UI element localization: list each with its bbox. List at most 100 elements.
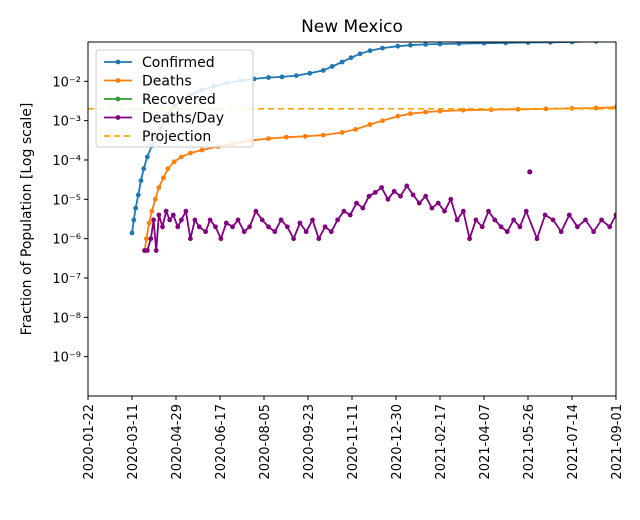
data-point-confirmed [133,205,139,211]
data-point-confirmed [503,42,508,46]
data-point-deaths-day [492,217,498,223]
data-point-deaths-day [379,185,384,190]
data-point-deaths [437,108,443,114]
series-line-deaths [143,106,616,251]
data-point-confirmed [525,42,531,45]
y-tick-label: 10⁻⁸ [52,311,81,326]
data-point-confirmed [395,43,401,49]
x-tick-label: 2021-09-01 [610,404,625,480]
data-point-confirmed [339,59,345,65]
data-point-deaths-day [259,217,265,223]
data-point-deaths [423,109,428,115]
data-point-deaths-day [341,208,347,214]
data-point-confirmed [481,42,487,46]
data-point-deaths-day [504,229,510,235]
data-point-confirmed [293,73,299,78]
data-point-deaths-day [179,217,184,223]
data-point-deaths [161,175,166,181]
chart-title: New Mexico [301,17,403,37]
data-point-deaths-day [148,236,154,242]
x-tick-label: 2020-08-05 [258,404,273,480]
data-point-deaths [171,159,177,165]
data-point-deaths-day [192,217,198,223]
x-tick-label: 2020-06-17 [214,404,229,480]
data-point-deaths-day [467,236,472,242]
data-point-deaths-day [207,217,213,223]
legend-label: Projection [142,129,211,145]
y-tick-label: 10⁻⁶ [52,233,81,248]
data-point-deaths [395,113,401,119]
data-point-deaths-day [599,217,604,223]
data-point-confirmed [593,42,599,44]
data-point-deaths-day [153,248,159,253]
data-point-deaths [339,130,345,135]
data-point-deaths-day [460,208,466,214]
x-tick-label: 2020-01-22 [82,404,97,480]
data-point-deaths-day [322,224,328,230]
legend-label: Deaths [142,74,192,90]
data-point-deaths-day [203,229,209,235]
data-point-deaths-day [303,229,309,235]
data-point-deaths-day [591,229,596,235]
data-point-deaths-day [575,224,580,230]
data-point-deaths-day [558,229,564,235]
x-tick-label: 2020-12-30 [390,404,405,480]
data-point-deaths-day [550,217,556,223]
data-point-deaths-day [511,217,516,223]
x-tick-label: 2021-05-26 [522,404,537,480]
legend-box [95,49,254,148]
data-point-deaths-day [473,217,479,223]
legend: Confirmed Deaths Recovered Deaths/Day Projec… [95,49,254,148]
data-point-deaths-day [235,217,241,223]
data-point-deaths-day [266,224,271,230]
data-point-confirmed [348,55,354,61]
legend-marker [115,96,121,102]
data-point-deaths [199,147,205,153]
data-point-deaths [543,106,549,112]
data-point-confirmed [144,154,150,160]
data-point-deaths-day [360,205,366,211]
data-point-deaths-day [316,236,322,242]
data-point-deaths [302,133,308,139]
legend-marker [115,115,121,120]
data-point-deaths [152,196,158,202]
data-point-deaths [146,220,152,226]
y-tick-label: 10⁻⁷ [52,272,81,287]
data-point-deaths [188,150,193,156]
data-point-deaths-day [223,220,229,226]
data-point-deaths [284,134,289,140]
data-point-deaths [353,126,358,132]
data-point-deaths-day [297,220,303,226]
x-tick-label: 2021-04-07 [478,404,493,480]
data-point-deaths-day [398,193,403,199]
data-point-deaths [165,166,171,172]
data-point-deaths-day [291,236,296,242]
data-point-deaths-day [241,229,247,235]
x-tick-label: 2020-03-11 [126,404,141,480]
data-point-confirmed [548,42,553,45]
data-point-deaths-day [278,217,284,223]
data-point-confirmed [329,64,335,69]
data-point-deaths-day [566,212,572,218]
data-point-deaths-day [442,208,447,214]
data-point-deaths-day [253,208,259,214]
data-point-deaths-day [328,229,334,235]
data-point-deaths-day [160,224,165,230]
y-tick-label: 10⁻⁹ [52,351,81,366]
data-point-deaths-day [144,248,150,253]
data-point-confirmed [569,42,575,45]
data-point-confirmed [456,42,462,46]
data-point-deaths-day [354,200,359,206]
data-point-deaths-day [542,212,548,218]
data-point-deaths [149,208,155,214]
x-tick-label: 2021-07-14 [566,404,581,480]
data-point-deaths [266,136,271,142]
data-point-deaths-day [435,200,441,206]
data-point-deaths-day [196,224,202,230]
data-point-deaths [593,105,599,111]
data-point-confirmed [437,42,443,47]
data-point-deaths-day [448,196,454,202]
data-point-deaths-day [284,224,290,230]
data-point-deaths-day [347,212,353,218]
